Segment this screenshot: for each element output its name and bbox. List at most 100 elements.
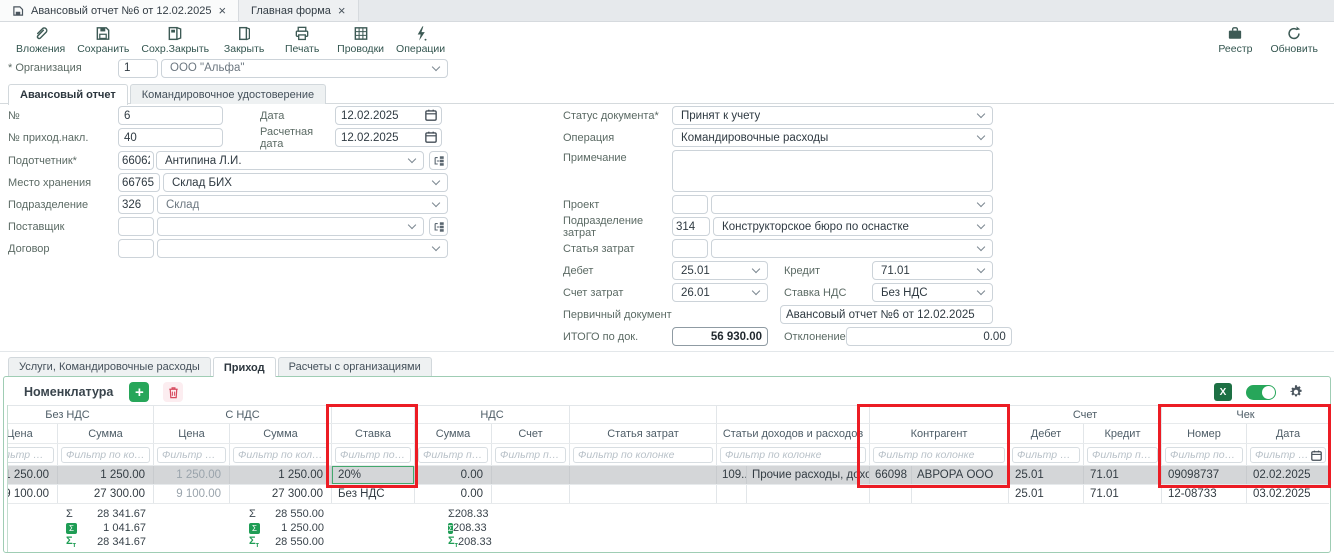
attachments-button[interactable]: Вложения [10, 24, 71, 56]
filter-input[interactable] [573, 446, 713, 463]
cost-item-code-field[interactable] [672, 239, 708, 258]
window-tab-document[interactable]: Авансовый отчет №6 от 12.02.2025 × [0, 0, 240, 21]
column-header[interactable]: Статья затрат [570, 424, 717, 443]
table-cell[interactable]: 20% [332, 466, 415, 484]
project-code-field[interactable] [672, 195, 708, 214]
table-scroll-area[interactable]: Без НДС С НДС НДС Счет Чек Цена Сумма Цена Сумма… [7, 405, 1329, 552]
table-cell[interactable] [717, 485, 870, 503]
table-cell[interactable]: 1 250.00 [230, 466, 332, 484]
credit-select[interactable]: 71.01 [872, 261, 993, 280]
table-cell[interactable] [870, 485, 1009, 503]
postings-button[interactable]: Проводки [331, 24, 390, 56]
supplier-select[interactable] [157, 217, 424, 236]
calendar-icon[interactable] [425, 131, 437, 146]
filter-input[interactable] [418, 446, 488, 463]
cost-department-select[interactable]: Конструкторское бюро по оснастке [713, 217, 993, 236]
save-close-button[interactable]: Сохр.Закрыть [135, 24, 215, 56]
filter-input[interactable] [1250, 446, 1326, 463]
table-cell[interactable]: 9 100.00 [154, 485, 230, 503]
column-header[interactable]: Дебет [1009, 424, 1084, 443]
project-select[interactable] [711, 195, 993, 214]
date-field[interactable] [335, 106, 442, 125]
vat-rate-select[interactable]: Без НДС [872, 283, 993, 302]
table-cell[interactable]: 9 100.00 [8, 485, 58, 503]
table-cell[interactable]: 109... Прочие расходы, дохо... [717, 466, 870, 484]
table-cell[interactable]: 0.00 [415, 466, 492, 484]
column-header[interactable]: Дата [1247, 424, 1329, 443]
window-tab-main-form[interactable]: Главная форма × [239, 0, 359, 21]
column-header[interactable]: Ставка [332, 424, 415, 443]
filter-input[interactable] [335, 446, 411, 463]
column-header[interactable]: Контрагент [870, 424, 1009, 443]
settings-button[interactable] [1288, 384, 1304, 400]
filter-input[interactable] [1012, 446, 1080, 463]
cost-department-code-field[interactable] [672, 217, 710, 236]
table-cell[interactable]: 25.01 [1009, 485, 1084, 503]
table-cell[interactable] [492, 466, 570, 484]
organization-select[interactable]: ООО "Альфа" [161, 58, 448, 78]
cost-account-select[interactable]: 26.01 [672, 283, 768, 302]
column-header[interactable]: Цена [154, 424, 230, 443]
column-header[interactable]: Сумма [58, 424, 154, 443]
note-field[interactable] [672, 150, 993, 192]
table-cell[interactable]: 66098 АВРОРА ООО [870, 466, 1009, 484]
cost-item-select[interactable] [711, 239, 993, 258]
calc-date-field[interactable] [335, 128, 442, 147]
table-cell[interactable]: 02.02.2025 [1247, 466, 1329, 484]
column-header[interactable]: Номер [1162, 424, 1247, 443]
table-cell[interactable]: 03.02.2025 [1247, 485, 1329, 503]
excel-export-button[interactable]: X [1214, 383, 1232, 401]
filter-input[interactable] [1165, 446, 1243, 463]
filter-input[interactable] [720, 446, 866, 463]
department-code-field[interactable] [118, 195, 154, 214]
accountant-code-field[interactable] [118, 151, 154, 170]
close-tab-icon[interactable]: × [337, 3, 346, 18]
table-cell[interactable]: Без НДС [332, 485, 415, 503]
view-toggle[interactable] [1246, 384, 1276, 400]
storage-select[interactable]: Склад БИХ [163, 173, 448, 192]
table-cell[interactable]: 09098737 [1162, 466, 1247, 484]
registry-button[interactable]: Реестр [1206, 24, 1264, 56]
table-cell[interactable]: 71.01 [1084, 466, 1162, 484]
contract-code-field[interactable] [118, 239, 154, 258]
column-header[interactable]: Статьи доходов и расходов [717, 424, 870, 443]
total-field[interactable] [672, 327, 768, 346]
print-button[interactable]: Печать [273, 24, 331, 56]
table-row[interactable]: 1 250.00 1 250.00 1 250.00 1 250.00 20% 0.00 1… [8, 466, 1329, 485]
table-cell[interactable]: 0.00 [415, 485, 492, 503]
save-button[interactable]: Сохранить [71, 24, 135, 56]
table-cell[interactable]: 27 300.00 [230, 485, 332, 503]
table-cell[interactable] [492, 485, 570, 503]
column-header[interactable]: Сумма [415, 424, 492, 443]
table-cell[interactable]: 71.01 [1084, 485, 1162, 503]
tab-raschety[interactable]: Расчеты с организациями [277, 357, 432, 376]
tab-uslugi[interactable]: Услуги, Командировочные расходы [8, 357, 211, 376]
column-header[interactable]: Цена [8, 424, 58, 443]
table-cell[interactable]: 1 250.00 [58, 466, 154, 484]
tab-prihod[interactable]: Приход [212, 357, 276, 377]
department-select[interactable]: Склад [157, 195, 448, 214]
supplier-code-field[interactable] [118, 217, 154, 236]
column-header[interactable]: Кредит [1084, 424, 1162, 443]
add-row-button[interactable]: + [129, 382, 150, 402]
table-cell[interactable] [570, 466, 717, 484]
storage-code-field[interactable] [118, 173, 160, 192]
invoice-field[interactable] [118, 128, 223, 147]
table-cell[interactable] [570, 485, 717, 503]
debit-select[interactable]: 25.01 [672, 261, 768, 280]
table-cell[interactable]: 25.01 [1009, 466, 1084, 484]
operations-button[interactable]: Операции [390, 24, 451, 56]
column-header[interactable]: Сумма [230, 424, 332, 443]
table-row[interactable]: 9 100.00 27 300.00 9 100.00 27 300.00 Без НД… [8, 485, 1329, 504]
delete-row-button[interactable] [163, 382, 184, 402]
filter-input[interactable] [157, 446, 226, 463]
filter-input[interactable] [1087, 446, 1158, 463]
table-cell[interactable]: 12-08733 [1162, 485, 1247, 503]
filter-input[interactable] [495, 446, 566, 463]
calendar-icon[interactable] [425, 109, 437, 124]
number-field[interactable] [118, 106, 223, 125]
organization-code-field[interactable] [118, 58, 158, 78]
filter-input[interactable] [8, 446, 54, 463]
accountant-select[interactable]: Антипина Л.И. [156, 151, 424, 170]
tab-avansovy-otchet[interactable]: Авансовый отчет [8, 84, 128, 105]
